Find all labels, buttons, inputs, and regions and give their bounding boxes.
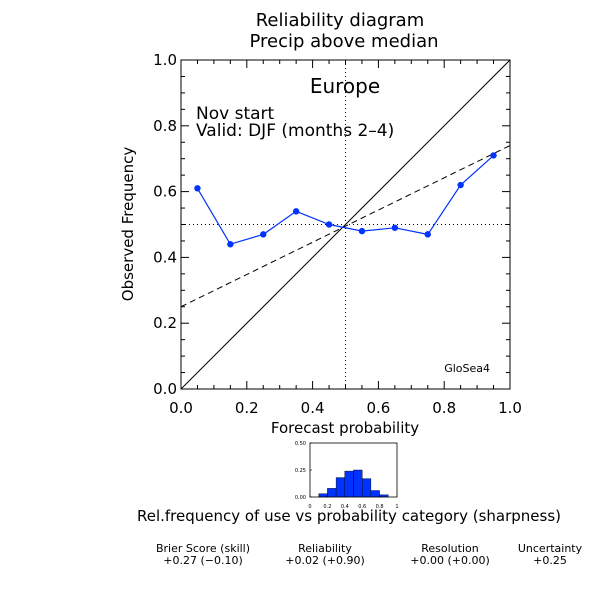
y-tick-labels: 0.0 0.2 0.4 0.6 0.8 1.0: [153, 51, 177, 398]
y-tick-label: 0.0: [153, 380, 177, 398]
valid-label: Valid: DJF (months 2–4): [196, 121, 394, 141]
reliability-point: [424, 231, 431, 238]
figure-subtitle: Precip above median: [249, 31, 438, 52]
score-value: +0.25: [533, 554, 567, 567]
x-tick-labels: 0.0 0.2 0.4 0.6 0.8 1.0: [169, 399, 522, 417]
sharpness-bar: [370, 490, 380, 498]
reliability-point: [292, 208, 300, 215]
y-tick-label: 0.4: [153, 248, 177, 266]
sharpness-bar: [318, 493, 328, 498]
region-label: Europe: [310, 74, 380, 98]
reliability-point: [260, 231, 267, 238]
y-axis-label: Observed Frequency: [119, 147, 137, 302]
score-value: +0.00 (+0.00): [410, 554, 490, 567]
axis-ticks: [180, 59, 511, 390]
y-tick-label: 0.6: [153, 183, 177, 201]
histogram-y-tick-label: 0.50: [295, 441, 306, 447]
sharpness-histogram: 0 0.2 0.4 0.6 0.8 1 0.00 0.25 0.50: [295, 441, 399, 510]
histogram-x-tick-label: 0.6: [358, 504, 366, 510]
reference-lines: [180, 59, 511, 390]
sharpness-caption: Rel.frequency of use vs probability cate…: [137, 507, 561, 525]
histogram-y-tick-label: 0.00: [295, 495, 306, 501]
histogram-x-tick-label: 0: [308, 504, 311, 510]
sharpness-bar: [353, 469, 363, 498]
reliability-plot: 0.0 0.2 0.4 0.6 0.8 1.0 0.0 0.2 0.4 0.6 0.8 1.0 Eu…: [119, 51, 522, 437]
regression-line: [180, 145, 511, 308]
score-table: Brier Score (skill)+0.27 (−0.10) Reliabil…: [156, 542, 583, 567]
x-tick-label: 0.4: [301, 399, 325, 417]
sharpness-bar: [344, 470, 354, 498]
sharpness-bar: [335, 477, 346, 498]
reliability-point: [227, 241, 234, 248]
score-value: +0.27 (−0.10): [163, 554, 243, 567]
reliability-series: [194, 152, 497, 248]
sharpness-bars: [318, 469, 389, 498]
sharpness-bar: [362, 478, 372, 498]
reliability-point: [490, 152, 497, 159]
reliability-curve: [196, 154, 495, 245]
model-label: GloSea4: [444, 362, 490, 375]
x-tick-label: 0.8: [432, 399, 456, 417]
score-label: Resolution: [421, 542, 479, 555]
score-label: Uncertainty: [518, 542, 583, 555]
histogram-x-tick-label: 0.4: [341, 504, 349, 510]
figure-title: Reliability diagram: [256, 10, 425, 31]
reliability-point: [325, 221, 333, 228]
histogram-x-tick-label: 0.8: [376, 504, 384, 510]
x-tick-label: 0.0: [169, 399, 193, 417]
reliability-point: [457, 181, 464, 189]
sharpness-bar: [327, 488, 337, 498]
histogram-ticks: 0 0.2 0.4 0.6 0.8 1 0.00 0.25 0.50: [295, 441, 399, 510]
y-tick-label: 0.2: [153, 314, 177, 332]
x-axis-label: Forecast probability: [271, 419, 419, 437]
score-label: Reliability: [298, 542, 352, 555]
y-tick-label: 0.8: [153, 117, 177, 135]
histogram-y-tick-label: 0.25: [295, 468, 306, 474]
histogram-x-tick-label: 1: [395, 504, 398, 510]
x-tick-label: 0.2: [235, 399, 259, 417]
reliability-point: [391, 224, 399, 231]
reliability-point: [194, 185, 201, 192]
start-label: Nov start: [196, 104, 275, 124]
histogram-x-tick-label: 0.2: [323, 504, 331, 510]
score-label: Brier Score (skill): [156, 542, 250, 555]
score-value: +0.02 (+0.90): [285, 554, 365, 567]
y-tick-label: 1.0: [153, 51, 177, 69]
x-tick-label: 1.0: [498, 399, 522, 417]
x-tick-label: 0.6: [366, 399, 390, 417]
reliability-point: [358, 227, 366, 235]
